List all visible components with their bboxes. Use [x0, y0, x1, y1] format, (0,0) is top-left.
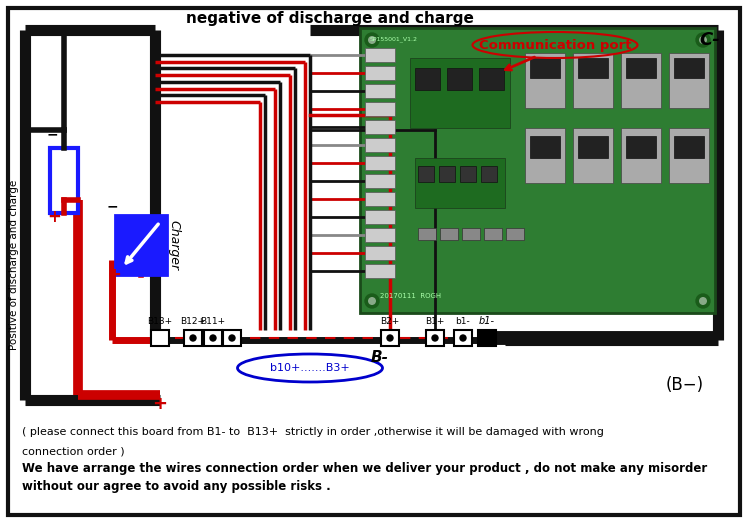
- Bar: [626, 136, 656, 158]
- Bar: [525, 128, 565, 183]
- Circle shape: [229, 335, 235, 341]
- Text: B13+: B13+: [148, 317, 172, 326]
- Circle shape: [368, 36, 376, 44]
- Bar: [439, 166, 455, 182]
- Bar: [573, 128, 613, 183]
- Bar: [525, 53, 565, 108]
- Bar: [365, 156, 395, 170]
- Circle shape: [365, 33, 379, 47]
- Text: +: +: [47, 208, 61, 226]
- Circle shape: [696, 294, 710, 308]
- Bar: [151, 330, 169, 346]
- Bar: [365, 120, 395, 134]
- Bar: [478, 330, 496, 346]
- Bar: [621, 53, 661, 108]
- Bar: [426, 330, 444, 346]
- Bar: [50, 148, 78, 213]
- Bar: [415, 158, 505, 208]
- Text: b1-: b1-: [479, 316, 495, 326]
- Bar: [479, 68, 504, 90]
- Text: Communication port: Communication port: [478, 38, 632, 51]
- Text: We have arrange the wires connection order when we deliver your product , do not: We have arrange the wires connection ord…: [22, 462, 707, 475]
- Bar: [484, 228, 502, 240]
- Text: B11+: B11+: [200, 317, 226, 326]
- Bar: [115, 215, 167, 275]
- Bar: [481, 166, 497, 182]
- Circle shape: [696, 33, 710, 47]
- Text: connection order ): connection order ): [22, 447, 125, 457]
- Circle shape: [432, 335, 438, 341]
- Bar: [365, 102, 395, 116]
- Circle shape: [699, 297, 707, 305]
- Bar: [674, 58, 704, 78]
- Text: C-: C-: [700, 31, 720, 49]
- Text: without our agree to avoid any possible risks .: without our agree to avoid any possible …: [22, 480, 331, 493]
- Text: SP155001_V1.2: SP155001_V1.2: [370, 36, 418, 41]
- Bar: [454, 330, 472, 346]
- Bar: [621, 128, 661, 183]
- Bar: [365, 210, 395, 224]
- Bar: [365, 174, 395, 188]
- Text: B2+: B2+: [380, 317, 400, 326]
- Text: (B−): (B−): [666, 376, 704, 394]
- Text: negative of discharge and charge: negative of discharge and charge: [186, 10, 474, 26]
- Text: ( please connect this board from B1- to  B13+  strictly in order ,otherwise it w: ( please connect this board from B1- to …: [22, 427, 604, 437]
- Bar: [530, 58, 560, 78]
- Bar: [365, 246, 395, 260]
- Bar: [573, 53, 613, 108]
- Text: Charger: Charger: [167, 220, 181, 270]
- Circle shape: [210, 335, 216, 341]
- Bar: [462, 228, 480, 240]
- Bar: [578, 58, 608, 78]
- Circle shape: [368, 297, 376, 305]
- Text: −: −: [47, 127, 58, 141]
- Text: b10+.......B3+: b10+.......B3+: [270, 363, 350, 373]
- Bar: [674, 136, 704, 158]
- Bar: [626, 58, 656, 78]
- Text: +: +: [107, 266, 121, 284]
- Text: B12+: B12+: [181, 317, 206, 326]
- Bar: [365, 48, 395, 62]
- Bar: [418, 166, 434, 182]
- Bar: [578, 136, 608, 158]
- Text: 20170111  ROGH: 20170111 ROGH: [380, 293, 441, 299]
- Circle shape: [190, 335, 196, 341]
- Bar: [415, 68, 440, 90]
- Text: b1-: b1-: [455, 317, 470, 326]
- Bar: [460, 166, 476, 182]
- Bar: [365, 264, 395, 278]
- Bar: [365, 84, 395, 98]
- Bar: [669, 53, 709, 108]
- Bar: [381, 330, 399, 346]
- Bar: [447, 68, 472, 90]
- Bar: [418, 228, 436, 240]
- Circle shape: [387, 335, 393, 341]
- Bar: [204, 330, 222, 346]
- Bar: [506, 228, 524, 240]
- Bar: [365, 66, 395, 80]
- Text: B1+: B1+: [425, 317, 445, 326]
- Bar: [365, 228, 395, 242]
- Bar: [223, 330, 241, 346]
- Text: +: +: [152, 395, 167, 413]
- Bar: [184, 330, 202, 346]
- Bar: [669, 128, 709, 183]
- Circle shape: [365, 294, 379, 308]
- Bar: [410, 58, 510, 128]
- Text: B-: B-: [371, 351, 389, 365]
- Bar: [365, 192, 395, 206]
- Circle shape: [460, 335, 466, 341]
- Bar: [440, 228, 458, 240]
- Bar: [530, 136, 560, 158]
- Bar: [365, 138, 395, 152]
- Bar: [360, 28, 715, 313]
- Text: Positive of discharge and charge: Positive of discharge and charge: [9, 180, 19, 350]
- Text: −: −: [107, 199, 118, 213]
- Circle shape: [699, 36, 707, 44]
